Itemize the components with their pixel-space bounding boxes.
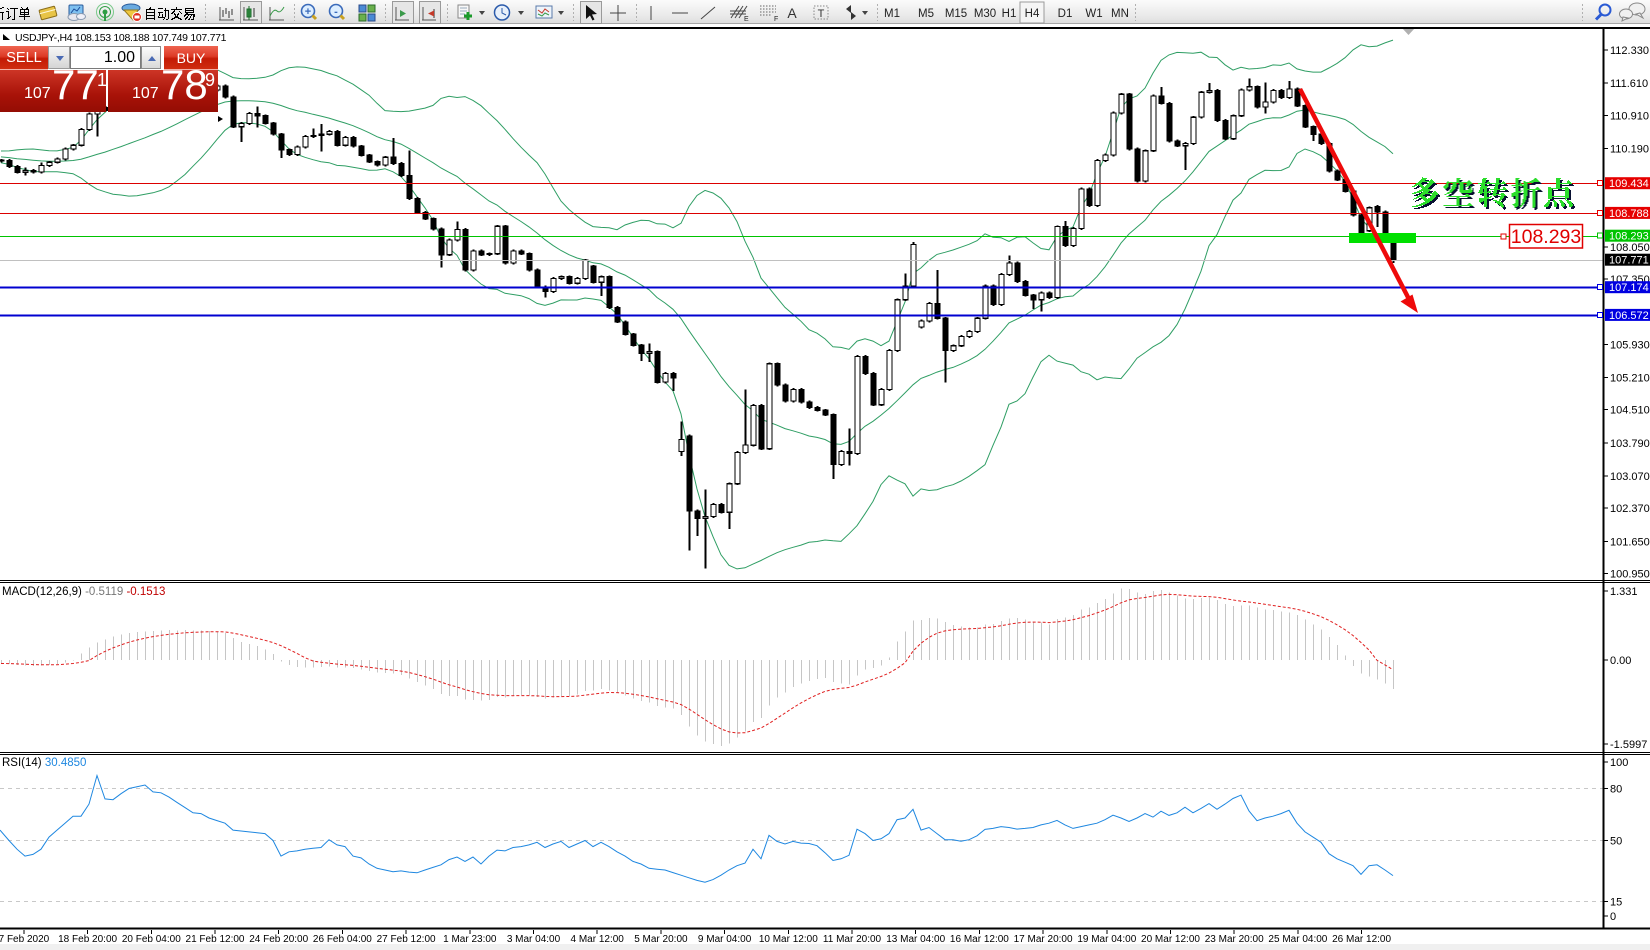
svg-text:107.174: 107.174 (1609, 282, 1649, 294)
svg-text:107.771: 107.771 (1609, 255, 1649, 267)
svg-text:10 Mar 12:00: 10 Mar 12:00 (759, 934, 818, 945)
svg-text:0: 0 (1610, 911, 1616, 923)
svg-text:80: 80 (1610, 784, 1622, 796)
svg-text:108.050: 108.050 (1610, 242, 1650, 254)
svg-text:25 Mar 04:00: 25 Mar 04:00 (1268, 934, 1327, 945)
svg-text:1.331: 1.331 (1610, 586, 1638, 598)
svg-text:E: E (744, 16, 749, 23)
svg-text:24 Feb 20:00: 24 Feb 20:00 (249, 934, 308, 945)
svg-text:16 Mar 12:00: 16 Mar 12:00 (950, 934, 1009, 945)
svg-text:104.510: 104.510 (1610, 405, 1650, 417)
svg-text:101.650: 101.650 (1610, 536, 1650, 548)
svg-text:A: A (787, 5, 797, 21)
svg-text:MN: MN (1111, 8, 1129, 20)
svg-text:50: 50 (1610, 836, 1622, 848)
svg-text:13 Mar 04:00: 13 Mar 04:00 (886, 934, 945, 945)
svg-text:M30: M30 (974, 8, 996, 20)
svg-text:W1: W1 (1085, 8, 1102, 20)
svg-text:15: 15 (1610, 896, 1622, 908)
svg-text:102.370: 102.370 (1610, 503, 1650, 515)
svg-text:17 Mar 20:00: 17 Mar 20:00 (1014, 934, 1073, 945)
svg-text:MACD(12,26,9) -0.5119 -0.1513: MACD(12,26,9) -0.5119 -0.1513 (2, 586, 165, 598)
svg-text:20 Mar 12:00: 20 Mar 12:00 (1141, 934, 1200, 945)
svg-text:26 Mar 12:00: 26 Mar 12:00 (1332, 934, 1391, 945)
svg-text:3 Mar 04:00: 3 Mar 04:00 (507, 934, 561, 945)
svg-text:105.210: 105.210 (1610, 373, 1650, 385)
svg-text:-: - (334, 6, 338, 18)
svg-text:20 Feb 04:00: 20 Feb 04:00 (122, 934, 181, 945)
svg-text:USDJPY-,H4 108.153 108.188 10: USDJPY-,H4 108.153 108.188 107.749 107.7… (15, 32, 227, 44)
svg-text:23 Mar 20:00: 23 Mar 20:00 (1205, 934, 1264, 945)
svg-text:21 Feb 12:00: 21 Feb 12:00 (186, 934, 245, 945)
svg-text:9 Mar 04:00: 9 Mar 04:00 (698, 934, 752, 945)
svg-text:0.00: 0.00 (1610, 655, 1631, 667)
svg-text:D1: D1 (1058, 8, 1073, 20)
svg-text:-1.5997: -1.5997 (1610, 739, 1647, 751)
svg-text:7 Feb 2020: 7 Feb 2020 (0, 934, 50, 945)
svg-text:108.293: 108.293 (1511, 226, 1582, 248)
svg-text:103.790: 103.790 (1610, 438, 1650, 450)
svg-text:110.190: 110.190 (1610, 143, 1649, 155)
svg-text:106.572: 106.572 (1609, 310, 1649, 322)
svg-text:26 Feb 04:00: 26 Feb 04:00 (313, 934, 372, 945)
svg-text:5 Mar 20:00: 5 Mar 20:00 (634, 934, 688, 945)
svg-text:M1: M1 (884, 8, 900, 20)
svg-text:109.434: 109.434 (1609, 178, 1649, 190)
svg-text:M15: M15 (945, 8, 967, 20)
svg-text:19 Mar 04:00: 19 Mar 04:00 (1077, 934, 1136, 945)
svg-text:27 Feb 12:00: 27 Feb 12:00 (377, 934, 436, 945)
svg-text:108.788: 108.788 (1609, 208, 1649, 220)
svg-text:100.950: 100.950 (1610, 569, 1650, 581)
svg-text:+: + (305, 6, 311, 18)
svg-text:110.910: 110.910 (1610, 110, 1649, 122)
svg-text:F: F (774, 16, 778, 23)
svg-text:1 Mar 23:00: 1 Mar 23:00 (443, 934, 497, 945)
svg-text:103.070: 103.070 (1610, 471, 1650, 483)
svg-text:108.293: 108.293 (1609, 231, 1649, 243)
svg-text:H4: H4 (1025, 8, 1040, 20)
svg-text:111.610: 111.610 (1610, 78, 1648, 90)
svg-text:H1: H1 (1002, 8, 1017, 20)
svg-text:4 Mar 12:00: 4 Mar 12:00 (571, 934, 625, 945)
svg-text:11 Mar 20:00: 11 Mar 20:00 (823, 934, 882, 945)
svg-text:M5: M5 (918, 8, 934, 20)
svg-text:RSI(14) 30.4850: RSI(14) 30.4850 (2, 757, 86, 769)
svg-text:100: 100 (1610, 757, 1628, 769)
svg-text:105.930: 105.930 (1610, 339, 1650, 351)
svg-text:T: T (818, 8, 825, 20)
svg-text:18 Feb 20:00: 18 Feb 20:00 (58, 934, 117, 945)
svg-text:112.330: 112.330 (1610, 45, 1649, 57)
